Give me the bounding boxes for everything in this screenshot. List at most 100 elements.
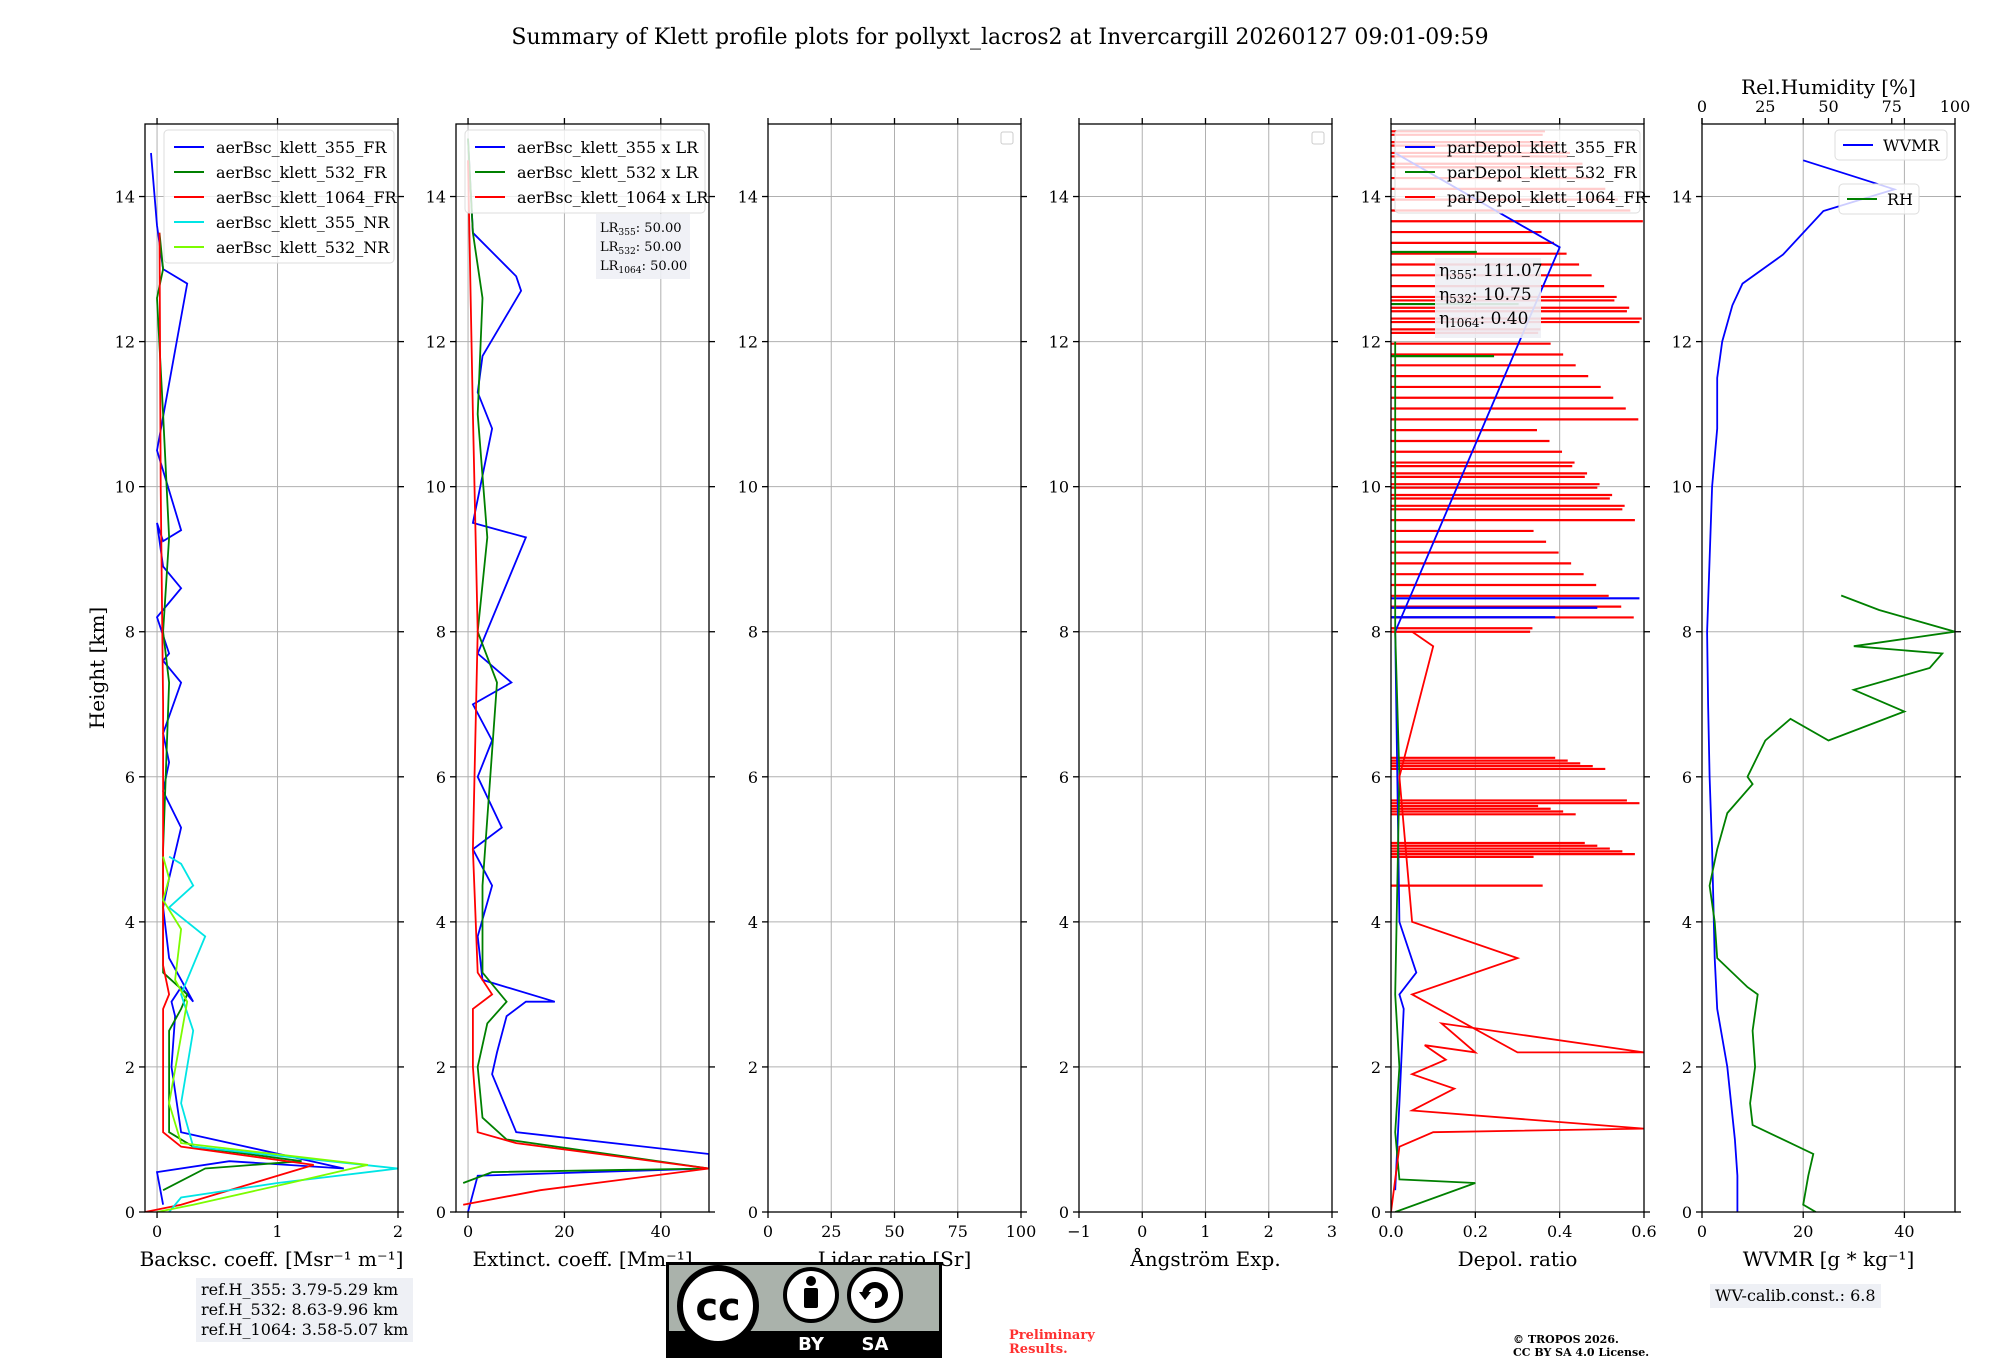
top-xtick-label: 25	[1755, 97, 1775, 116]
xtick-label: 0.6	[1631, 1222, 1656, 1241]
xtick-label: 20	[1793, 1222, 1813, 1241]
ytick-label: 2	[1059, 1058, 1069, 1077]
xaxis-label: Backsc. coeff. [Msr⁻¹ m⁻¹]	[140, 1247, 404, 1271]
ytick-label: 2	[748, 1058, 758, 1077]
annotation-1064: η1064: 0.40	[1439, 309, 1528, 330]
legend-box	[163, 129, 395, 264]
ytick-label: 2	[125, 1058, 135, 1077]
annotation-355: η355: 111.07	[1439, 261, 1543, 282]
annotation-box	[596, 214, 690, 279]
reference-heights-box: ref.H_355: 3.79-5.29 km ref.H_532: 8.63-…	[196, 1278, 414, 1342]
ytick-label: 10	[1361, 478, 1381, 497]
ytick-label: 14	[426, 188, 446, 207]
series-aerBsc_klett_355 x LR	[467, 138, 709, 1212]
legend-label: aerBsc_klett_355_FR	[216, 138, 387, 157]
legend-box	[464, 129, 706, 214]
legend-label: WVMR	[1883, 136, 1940, 155]
yaxis-label: Height [km]	[85, 607, 109, 729]
xaxis-label: Ångström Exp.	[1129, 1246, 1280, 1271]
panel-ext: 0 2 4 6 8 10 12 14 0 20 40 Extinct. coeff. [Mm⁻¹] ae…	[426, 118, 715, 1271]
ytick-label: 8	[1059, 623, 1069, 642]
annotation-532: LR532: 50.00	[600, 240, 682, 257]
ref-h-1064: ref.H_1064: 3.58-5.07 km	[201, 1320, 409, 1339]
ytick-label: 8	[748, 623, 758, 642]
ytick-label: 12	[115, 333, 135, 352]
legend-label: parDepol_klett_1064_FR	[1447, 188, 1648, 207]
ytick-label: 8	[436, 623, 446, 642]
empty-legend-box	[1311, 131, 1325, 145]
ytick-label: 8	[1682, 623, 1692, 642]
ytick-label: 0	[436, 1203, 446, 1222]
ytick-label: 2	[1682, 1058, 1692, 1077]
figure-title: Summary of Klett profile plots for polly…	[511, 25, 1488, 50]
ytick-label: 10	[426, 478, 446, 497]
wv-calibration-box: WV-calib.const.: 6.8	[1710, 1284, 1881, 1308]
ref-h-532: ref.H_532: 8.63-9.96 km	[201, 1300, 399, 1319]
by-label: BY	[798, 1334, 825, 1355]
series-parDepol_klett_532_FR	[1394, 341, 1476, 1212]
legend-label: aerBsc_klett_1064_FR	[216, 188, 398, 207]
preliminary-line-2: Results.	[1009, 1342, 1068, 1357]
ytick-label: 4	[1371, 913, 1381, 932]
xtick-label: 0	[463, 1222, 473, 1241]
legend-label: aerBsc_klett_532_FR	[216, 163, 387, 182]
legend-label: aerBsc_klett_355_NR	[216, 213, 390, 232]
ytick-label: 4	[748, 913, 758, 932]
annotation-1064: LR1064: 50.00	[600, 259, 687, 276]
ytick-label: 10	[115, 478, 135, 497]
ytick-label: 6	[1059, 768, 1069, 787]
ytick-label: 12	[1361, 333, 1381, 352]
preliminary-line-1: Preliminary	[1009, 1328, 1095, 1343]
xtick-label: 0	[152, 1222, 162, 1241]
ytick-label: 6	[748, 768, 758, 787]
legend-label: aerBsc_klett_532 x LR	[517, 163, 699, 182]
series-aerBsc_klett_355_FR	[150, 152, 344, 1205]
ytick-label: 0	[1059, 1203, 1069, 1222]
ytick-label: 12	[426, 333, 446, 352]
series-parDepol_klett_1064_FR	[1391, 630, 1644, 1212]
series-group	[145, 152, 398, 1212]
copyright-line-1: © TROPOS 2026.	[1513, 1333, 1619, 1346]
ytick-label: 14	[738, 188, 758, 207]
xtick-label: 100	[1006, 1222, 1037, 1241]
xtick-label: 3	[1327, 1222, 1337, 1241]
xtick-label: 2	[1264, 1222, 1274, 1241]
ytick-label: 12	[738, 333, 758, 352]
ytick-label: 6	[1371, 768, 1381, 787]
series-aerBsc_klett_355_NR	[167, 855, 398, 1212]
legend-box	[1834, 129, 1948, 161]
ytick-label: 8	[1371, 623, 1381, 642]
ytick-label: 4	[1059, 913, 1069, 932]
top-xaxis-label: Rel.Humidity [%]	[1741, 75, 1916, 99]
preliminary-results-note: Preliminary Results.	[1009, 1329, 1095, 1357]
series-aerBsc_klett_532_NR	[156, 856, 369, 1212]
wv-calib-const: WV-calib.const.: 6.8	[1715, 1286, 1876, 1305]
ytick-label: 4	[436, 913, 446, 932]
legend-label: parDepol_klett_532_FR	[1447, 163, 1638, 182]
ytick-label: 0	[125, 1203, 135, 1222]
top-xtick-label: 75	[1882, 97, 1902, 116]
top-xtick-label: 0	[1697, 97, 1707, 116]
sa-share-alike-icon	[847, 1267, 903, 1323]
series-group	[462, 138, 709, 1212]
xtick-label: 0.4	[1547, 1222, 1572, 1241]
xaxis-label: Extinct. coeff. [Mm⁻¹]	[472, 1247, 692, 1271]
xtick-label: 0.0	[1378, 1222, 1403, 1241]
legend-box	[1394, 129, 1641, 214]
cc-by-sa-license-badge: cc BY SA	[666, 1262, 942, 1358]
ytick-label: 14	[115, 188, 135, 207]
axes-frame	[455, 123, 710, 1213]
legend-label: RH	[1887, 190, 1913, 209]
xaxis-label: Depol. ratio	[1458, 1247, 1578, 1271]
ytick-label: 10	[1049, 478, 1069, 497]
cc-logo-text: cc	[695, 1285, 740, 1329]
series-RH	[1708, 594, 1955, 1212]
series-group	[1391, 152, 1644, 1212]
ytick-label: 0	[1371, 1203, 1381, 1222]
xtick-label: 1	[272, 1222, 282, 1241]
ytick-label: 14	[1672, 188, 1692, 207]
ytick-label: 10	[738, 478, 758, 497]
depol-noise-lines	[1391, 130, 1643, 887]
legend-label: aerBsc_klett_1064 x LR	[517, 188, 709, 207]
annotation-355: LR355: 50.00	[600, 221, 682, 238]
